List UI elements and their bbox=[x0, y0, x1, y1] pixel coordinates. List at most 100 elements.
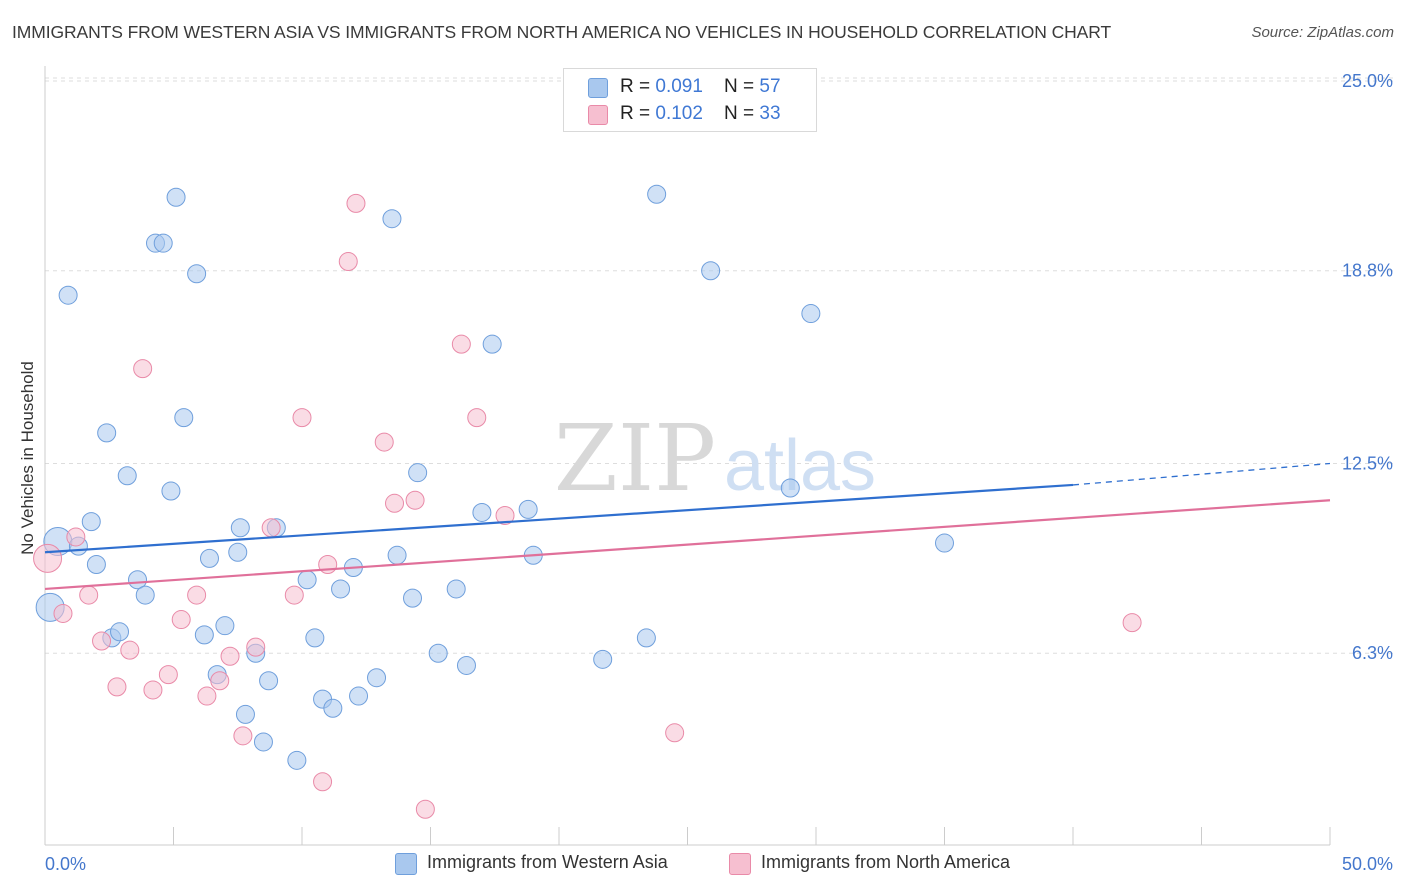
point-western-asia bbox=[446, 579, 466, 599]
point-north-america bbox=[220, 646, 240, 666]
legend-n-label: N = bbox=[724, 76, 760, 97]
point-north-america bbox=[210, 671, 230, 691]
point-western-asia bbox=[408, 463, 428, 483]
point-western-asia bbox=[935, 533, 954, 553]
point-western-asia bbox=[117, 466, 137, 486]
point-western-asia bbox=[367, 668, 387, 688]
point-north-america bbox=[385, 493, 405, 513]
point-western-asia bbox=[518, 499, 538, 519]
point-north-america bbox=[120, 640, 140, 660]
point-western-asia bbox=[287, 750, 307, 770]
point-north-america bbox=[171, 610, 191, 630]
point-north-america bbox=[53, 603, 73, 623]
point-north-america bbox=[66, 527, 86, 547]
point-north-america bbox=[158, 665, 178, 685]
point-western-asia bbox=[428, 643, 448, 663]
point-north-america bbox=[495, 506, 515, 526]
point-western-asia bbox=[187, 264, 207, 284]
bottom-legend-label-western-asia: Immigrants from Western Asia bbox=[427, 852, 668, 872]
axes bbox=[44, 66, 1331, 846]
point-western-asia bbox=[701, 261, 721, 281]
gridlines bbox=[45, 77, 1395, 654]
point-western-asia bbox=[161, 481, 181, 501]
point-western-asia bbox=[135, 585, 155, 605]
point-western-asia bbox=[110, 622, 130, 642]
point-western-asia bbox=[97, 423, 117, 443]
point-western-asia bbox=[199, 548, 219, 568]
y-tick-label: 18.8% bbox=[1342, 261, 1393, 281]
point-western-asia bbox=[253, 732, 273, 752]
legend-swatch-north-america bbox=[588, 105, 608, 125]
point-western-asia bbox=[331, 579, 351, 599]
point-north-america bbox=[313, 772, 333, 792]
point-western-asia bbox=[215, 616, 235, 636]
legend-r-label: R = bbox=[620, 76, 656, 97]
watermark-atlas: atlas bbox=[724, 426, 876, 506]
point-western-asia bbox=[235, 704, 255, 724]
correlation-legend: R = 0.091 N = 57 R = 0.102 N = 33 bbox=[563, 68, 817, 132]
legend-n-label: N = bbox=[724, 103, 760, 124]
point-western-asia bbox=[472, 502, 492, 522]
point-western-asia bbox=[323, 698, 343, 718]
point-north-america bbox=[33, 543, 63, 573]
point-north-america bbox=[1122, 613, 1142, 633]
point-western-asia bbox=[305, 628, 325, 648]
point-western-asia bbox=[593, 649, 613, 669]
point-north-america bbox=[92, 631, 112, 651]
point-north-america bbox=[284, 585, 304, 605]
y-tick-label: 6.3% bbox=[1352, 643, 1393, 663]
point-western-asia bbox=[259, 671, 279, 691]
point-north-america bbox=[143, 680, 163, 700]
legend-n-value: 57 bbox=[759, 76, 781, 97]
point-western-asia bbox=[58, 285, 78, 305]
point-western-asia bbox=[128, 570, 148, 590]
point-western-asia bbox=[230, 518, 250, 538]
bottom-legend-label-north-america: Immigrants from North America bbox=[761, 852, 1011, 872]
bottom-legend-swatch-western-asia bbox=[395, 853, 417, 875]
data-points bbox=[33, 184, 1142, 819]
point-western-asia bbox=[403, 588, 423, 608]
point-western-asia bbox=[86, 554, 106, 574]
trend-lines bbox=[44, 462, 1331, 591]
point-north-america bbox=[415, 799, 435, 819]
watermark-zip: ZIP bbox=[554, 405, 716, 512]
y-tick-labels: 6.3% 12.5% 18.8% 25.0% bbox=[1342, 71, 1393, 663]
y-tick-label: 25.0% bbox=[1342, 71, 1393, 91]
point-western-asia bbox=[801, 304, 821, 324]
bottom-legend-swatch-north-america bbox=[729, 853, 751, 875]
point-north-america bbox=[451, 334, 471, 354]
point-north-america bbox=[261, 518, 281, 538]
point-north-america bbox=[405, 490, 425, 510]
x-tick-labels: 0.0% 50.0% bbox=[45, 854, 1393, 874]
point-western-asia bbox=[228, 542, 248, 562]
trend-line-north-america bbox=[44, 499, 1331, 591]
point-western-asia bbox=[456, 655, 476, 675]
legend-text-north-america: R = 0.102 N = 33 bbox=[620, 103, 781, 125]
source-label: Source: ZipAtlas.com bbox=[1251, 24, 1394, 41]
trend-line-western-asia bbox=[44, 483, 1074, 554]
legend-r-value: 0.102 bbox=[655, 103, 703, 124]
point-western-asia bbox=[647, 184, 667, 204]
point-western-asia bbox=[382, 209, 402, 229]
legend-r-label: R = bbox=[620, 103, 656, 124]
point-north-america bbox=[665, 723, 685, 743]
point-western-asia bbox=[636, 628, 656, 648]
watermark: ZIP atlas bbox=[554, 405, 876, 512]
point-north-america bbox=[79, 585, 99, 605]
point-western-asia bbox=[153, 233, 173, 253]
point-western-asia bbox=[387, 545, 407, 565]
point-western-asia bbox=[81, 512, 101, 532]
point-western-asia bbox=[780, 478, 800, 498]
chart-title: IMMIGRANTS FROM WESTERN ASIA VS IMMIGRAN… bbox=[12, 22, 1112, 42]
point-north-america bbox=[338, 252, 358, 272]
point-western-asia bbox=[194, 625, 214, 645]
legend-n-value: 33 bbox=[759, 103, 781, 124]
x-tick-label: 50.0% bbox=[1342, 854, 1393, 874]
point-north-america bbox=[197, 686, 217, 706]
point-north-america bbox=[374, 432, 394, 452]
point-north-america bbox=[246, 637, 266, 657]
point-north-america bbox=[233, 726, 253, 746]
point-western-asia bbox=[349, 686, 369, 706]
point-north-america bbox=[107, 677, 127, 697]
